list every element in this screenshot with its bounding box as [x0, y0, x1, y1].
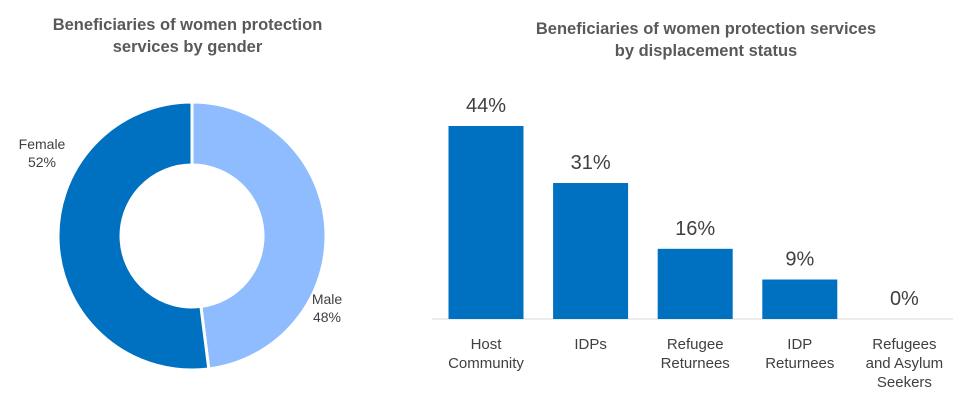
- bar-2: [657, 248, 733, 319]
- x-tick-label-4-line-0: Refugees: [872, 336, 936, 353]
- x-tick-label-4-line-1: and Asylum: [866, 355, 944, 372]
- bar-title-line-1: Beneficiaries of women protection servic…: [535, 20, 877, 38]
- donut-label-male-value: 48%: [313, 309, 341, 325]
- bar-chart: 44% Host Community 31% IDPs 16% Refugee Returne…: [432, 95, 953, 391]
- bar-1: [553, 183, 629, 319]
- x-tick-label-2-line-1: Returnees: [661, 355, 730, 372]
- bar-title-line-2: by displacement status: [614, 42, 798, 60]
- bar-chart-title: Beneficiaries of women protection servic…: [480, 18, 932, 62]
- x-tick-label-3-line-0: IDP: [787, 336, 812, 353]
- bar-data-label-3: 9%: [785, 249, 814, 271]
- bar-data-label-1: 31%: [571, 152, 611, 174]
- donut-label-female-value: 52%: [28, 154, 56, 170]
- donut-slice-female: [56, 100, 211, 372]
- donut-label-female-name: Female: [19, 136, 66, 152]
- donut-label-male-name: Male: [312, 291, 343, 307]
- donut-title-line-1: Beneficiaries of women protection: [52, 16, 323, 34]
- donut-title-line-2: services by gender: [112, 38, 263, 56]
- x-tick-label-3-line-1: Returnees: [765, 355, 834, 372]
- bar-data-label-2: 16%: [675, 218, 715, 240]
- bar-0: [448, 126, 524, 319]
- bar-3: [762, 279, 838, 319]
- bar-data-label-4: 0%: [890, 288, 919, 310]
- x-tick-label-4-line-2: Seekers: [877, 374, 932, 391]
- donut-chart-title: Beneficiaries of women protection servic…: [10, 14, 365, 58]
- x-tick-label-0-line-1: Community: [448, 355, 524, 372]
- donut-slice-male: [190, 100, 328, 371]
- bar-data-label-0: 44%: [466, 95, 506, 117]
- donut-chart: Male 48% Female 52%: [19, 100, 343, 372]
- x-tick-label-2-line-0: Refugee: [667, 336, 724, 353]
- x-tick-label-0-line-0: Host: [471, 336, 503, 353]
- x-tick-label-1-line-0: IDPs: [574, 336, 607, 353]
